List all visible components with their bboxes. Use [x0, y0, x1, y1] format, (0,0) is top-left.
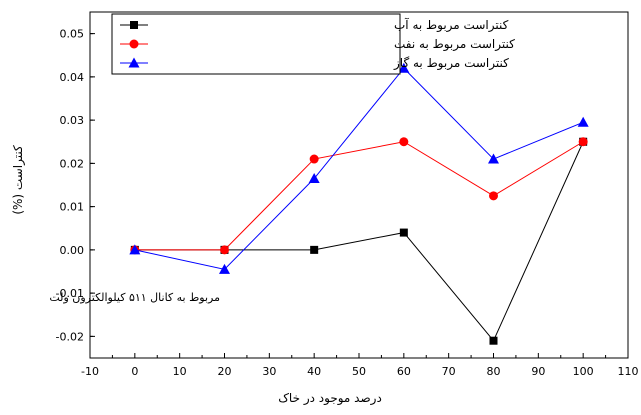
data-point [577, 116, 589, 127]
legend-box [111, 13, 401, 75]
data-point [398, 62, 410, 73]
data-point [578, 137, 588, 147]
x-tick-label: 80 [487, 365, 501, 378]
y-tick-label: 0.02 [60, 157, 85, 170]
legend-label: کنتراست مربوط به نفت [394, 37, 515, 52]
legend-item: کنتراست مربوط به نفت [120, 37, 515, 52]
data-point [399, 228, 408, 237]
data-point [309, 154, 319, 164]
data-point [308, 173, 320, 184]
y-tick-label: 0.04 [60, 71, 85, 84]
chart-annotation: مربوط به کانال ۵۱۱ کیلوالکترون ولت [49, 291, 220, 304]
series-line [134, 141, 584, 251]
series-1 [130, 137, 588, 255]
data-point [219, 263, 230, 274]
data-point [129, 244, 141, 255]
x-tick-label: -10 [81, 365, 99, 378]
x-tick-label: 50 [352, 365, 366, 378]
x-axis-title: درصد موجود در خاک [278, 391, 382, 406]
legend-item: کنتراست مربوط به آب [120, 17, 509, 33]
series-line [134, 141, 584, 342]
legend-item: کنتراست مربوط به گاز [120, 56, 509, 71]
x-tick-label: 30 [262, 365, 276, 378]
x-tick-label: 20 [218, 365, 232, 378]
series-2 [129, 62, 589, 274]
data-point [488, 153, 499, 164]
y-axis-title: کنتراست (%) [11, 145, 26, 215]
data-point [489, 191, 498, 201]
y-tick-label: 0.00 [60, 244, 85, 257]
legend-swatch-marker [128, 57, 140, 68]
x-tick-label: 40 [307, 365, 321, 378]
legend-label: کنتراست مربوط به آب [394, 17, 509, 33]
series-line [134, 67, 584, 270]
x-tick-label: 60 [397, 365, 411, 378]
x-tick-label: 70 [442, 365, 456, 378]
data-point [489, 336, 498, 345]
data-point [399, 137, 409, 147]
y-tick-label: 0.05 [60, 28, 85, 41]
x-tick-label: 10 [173, 365, 187, 378]
x-tick-label: 0 [131, 365, 138, 378]
legend-label: کنتراست مربوط به گاز [393, 56, 509, 71]
x-tick-label: 100 [573, 365, 594, 378]
data-point [310, 245, 319, 254]
x-tick-label: 90 [531, 365, 545, 378]
legend-swatch-marker [130, 21, 138, 29]
legend-swatch-marker [129, 39, 139, 49]
series-0 [130, 137, 588, 345]
y-tick-label: -0.01 [56, 287, 84, 300]
y-tick-label: 0.03 [60, 114, 85, 127]
data-point [220, 245, 229, 255]
x-tick-label: 110 [618, 365, 639, 378]
y-tick-label: -0.02 [56, 330, 84, 343]
y-tick-label: 0.01 [60, 201, 85, 214]
